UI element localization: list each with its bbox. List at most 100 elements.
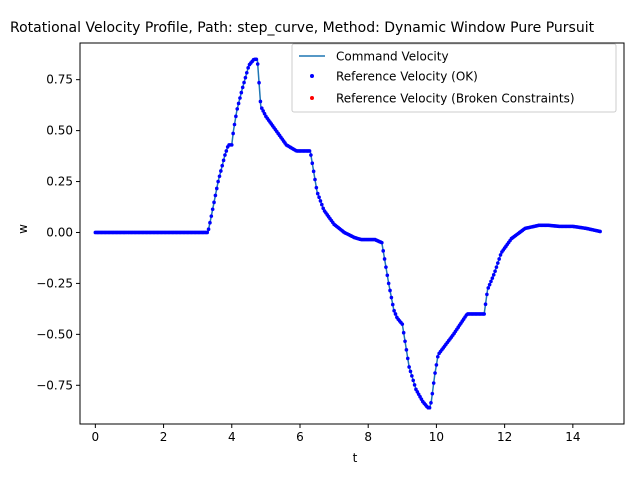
reference-ok-point xyxy=(388,288,392,293)
reference-ok-point xyxy=(491,273,496,277)
x-tick-label: 12 xyxy=(497,430,512,444)
reference-ok-point xyxy=(262,111,267,116)
plot-area xyxy=(93,57,602,410)
reference-ok-point xyxy=(401,330,406,335)
reference-ok-point xyxy=(219,169,223,173)
reference-ok-point xyxy=(382,257,387,261)
x-tick-label: 4 xyxy=(228,430,236,444)
reference-ok-point xyxy=(489,279,493,284)
x-tick-label: 2 xyxy=(160,430,168,444)
reference-ok-point xyxy=(318,199,323,203)
reference-ok-point xyxy=(229,143,234,147)
reference-ok-point xyxy=(235,107,240,111)
reference-ok-point xyxy=(393,312,398,316)
reference-ok-point xyxy=(315,191,320,196)
reference-ok-point xyxy=(386,281,391,286)
reference-ok-point xyxy=(310,161,315,166)
reference-ok-point xyxy=(389,295,394,300)
y-tick-label: −0.75 xyxy=(36,378,73,392)
reference-ok-point xyxy=(494,265,499,269)
reference-ok-point xyxy=(410,374,414,378)
y-tick-label: −0.50 xyxy=(36,327,73,341)
reference-ok-point xyxy=(212,200,216,205)
reference-ok-point xyxy=(390,302,395,307)
reference-ok-point xyxy=(220,163,225,168)
reference-ok-point xyxy=(427,405,432,410)
y-tick-label: 0.75 xyxy=(46,73,73,87)
reference-ok-point xyxy=(321,206,325,211)
reference-ok-point xyxy=(244,70,249,75)
reference-ok-point xyxy=(216,179,220,184)
reference-ok-point xyxy=(490,276,495,280)
reference-ok-point xyxy=(232,122,237,127)
reference-ok-point xyxy=(258,99,263,104)
reference-ok-point xyxy=(384,265,388,269)
reference-ok-point xyxy=(411,378,416,383)
reference-ok-point xyxy=(239,90,244,95)
legend-marker-reference-ok xyxy=(310,74,314,78)
legend-label-command-velocity: Command Velocity xyxy=(336,50,449,64)
reference-ok-point xyxy=(206,227,211,232)
reference-ok-point xyxy=(486,286,491,290)
reference-ok-point xyxy=(231,131,235,136)
x-tick-label: 0 xyxy=(92,430,100,444)
reference-ok-point xyxy=(380,240,384,245)
reference-ok-point xyxy=(485,292,489,297)
axis-ticks: 0 2 4 6 8 10 12 14 −0.75 −0.50 −0.25 0.00 0.25 0.50 0.… xyxy=(36,73,580,444)
reference-ok-point xyxy=(243,75,248,80)
reference-ok-point xyxy=(404,348,409,352)
reference-ok-point xyxy=(240,85,245,90)
reference-ok-point xyxy=(210,207,215,212)
reference-ok-point xyxy=(214,186,219,191)
reference-ok-point xyxy=(482,312,486,316)
reference-ok-point xyxy=(209,214,214,218)
y-tick-label: −0.25 xyxy=(36,276,73,290)
reference-ok-point xyxy=(205,230,210,235)
reference-ok-point xyxy=(208,220,212,225)
x-axis-label: t xyxy=(353,451,358,465)
reference-ok-point xyxy=(392,308,396,313)
reference-ok-point xyxy=(487,282,492,287)
series-reference-ok xyxy=(93,57,602,410)
reference-ok-point xyxy=(408,369,413,374)
reference-ok-point xyxy=(254,57,259,62)
axes-frame xyxy=(79,42,625,425)
x-tick-label: 10 xyxy=(429,430,444,444)
reference-ok-point xyxy=(317,195,321,200)
y-tick-label: 0.00 xyxy=(46,225,73,239)
reference-ok-point xyxy=(238,96,242,100)
reference-ok-point xyxy=(400,322,405,326)
reference-ok-point xyxy=(320,202,324,207)
reference-ok-point xyxy=(403,339,407,344)
reference-ok-point xyxy=(405,356,410,361)
reference-ok-point xyxy=(431,381,436,385)
reference-ok-point xyxy=(307,149,312,153)
reference-ok-point xyxy=(261,109,265,113)
reference-ok-point xyxy=(246,66,250,70)
reference-ok-point xyxy=(221,158,226,163)
y-axis-label: w xyxy=(16,224,30,234)
legend-label-reference-ok: Reference Velocity (OK) xyxy=(336,70,478,84)
chart-title: Rotational Velocity Profile, Path: step_… xyxy=(10,20,595,36)
reference-ok-point xyxy=(213,193,218,198)
legend-marker-reference-broken xyxy=(310,96,314,100)
reference-ok-point xyxy=(412,383,417,387)
legend-frame xyxy=(291,43,617,113)
reference-ok-point xyxy=(224,149,229,153)
reference-ok-point xyxy=(434,363,439,367)
reference-ok-point xyxy=(381,249,386,253)
legend: Command Velocity Reference Velocity (OK)… xyxy=(291,43,617,113)
reference-ok-point xyxy=(598,229,602,234)
y-tick-label: 0.50 xyxy=(46,124,73,138)
reference-ok-point xyxy=(259,106,264,110)
x-tick-label: 14 xyxy=(565,430,580,444)
reference-ok-point xyxy=(483,302,488,307)
reference-ok-point xyxy=(498,253,503,257)
reference-ok-point xyxy=(217,174,222,179)
reference-ok-point xyxy=(309,153,313,157)
reference-ok-point xyxy=(430,391,435,396)
reference-ok-point xyxy=(493,269,497,273)
x-tick-label: 8 xyxy=(364,430,372,444)
reference-ok-point xyxy=(234,114,238,119)
